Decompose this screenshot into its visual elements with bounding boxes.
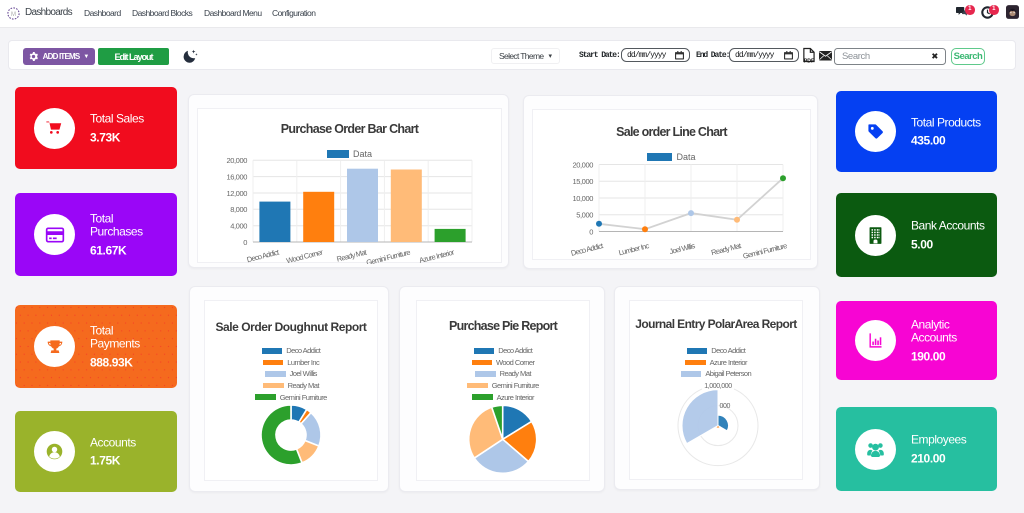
svg-text:8,000: 8,000 [230,205,247,214]
svg-text:5,000: 5,000 [576,211,593,220]
svg-text:Wood Corner: Wood Corner [285,247,324,264]
svg-text:Deco Addict: Deco Addict [246,247,281,264]
svg-text:PDF: PDF [804,59,814,64]
svg-text:Ready Mat: Ready Mat [336,247,369,263]
svg-text:15,000: 15,000 [572,177,593,186]
svg-text:Azure Interior: Azure Interior [418,247,456,264]
svg-text:M: M [11,12,16,18]
svg-text:0: 0 [589,227,593,236]
svg-text:0: 0 [243,238,247,247]
svg-text:4,000: 4,000 [230,222,247,231]
svg-text:Lumber Inc: Lumber Inc [618,241,651,257]
svg-text:20,000: 20,000 [572,160,593,169]
svg-text:Deco Addict: Deco Addict [570,241,605,258]
svg-text:1,000,000: 1,000,000 [704,383,732,390]
svg-text:000: 000 [720,403,731,410]
svg-text:Gemini Furniture: Gemini Furniture [365,248,411,264]
svg-text:10,000: 10,000 [572,194,593,203]
svg-text:Ready Mat: Ready Mat [710,241,743,257]
svg-text:Joel Willis: Joel Willis [668,241,696,256]
svg-text:Gemini Furniture: Gemini Furniture [742,241,788,261]
svg-text:20,000: 20,000 [226,156,247,165]
svg-text:12,000: 12,000 [226,189,247,198]
svg-text:16,000: 16,000 [226,172,247,181]
